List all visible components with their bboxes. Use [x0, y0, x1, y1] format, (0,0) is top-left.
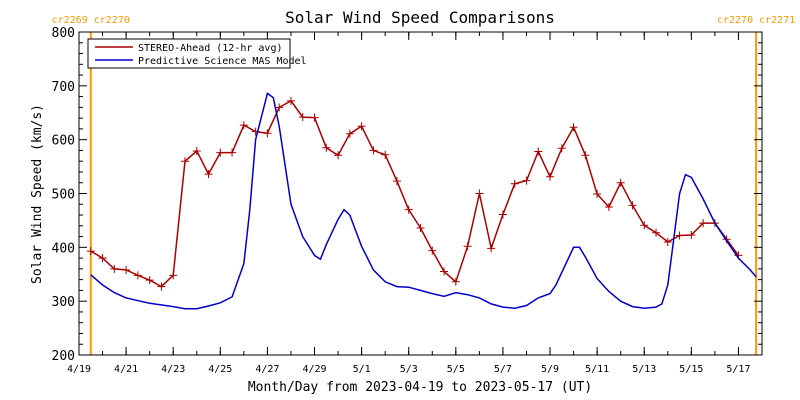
carrington-marker-label: cr2269 cr2270: [52, 15, 130, 26]
y-tick-label: 500: [52, 188, 75, 203]
data-point-stereo: [404, 205, 413, 214]
data-point-stereo: [534, 147, 543, 156]
x-tick-label: 4/21: [114, 364, 138, 375]
data-point-stereo: [392, 177, 401, 186]
data-point-stereo: [369, 146, 378, 155]
data-point-stereo: [192, 146, 201, 155]
data-point-stereo: [475, 189, 484, 198]
data-point-stereo: [546, 172, 555, 181]
data-point-stereo: [451, 277, 460, 286]
data-point-stereo: [463, 242, 472, 251]
data-point-stereo: [522, 176, 531, 185]
data-point-stereo: [381, 150, 390, 159]
legend-label-stereo: STEREO-Ahead (12-hr avg): [138, 43, 283, 54]
data-point-stereo: [286, 96, 295, 105]
x-tick-label: 4/23: [161, 364, 185, 375]
data-point-stereo: [557, 144, 566, 153]
y-axis-label: Solar Wind Speed (km/s): [30, 104, 45, 284]
series-line-mas: [90, 92, 757, 310]
data-point-stereo: [428, 246, 437, 255]
data-point-stereo: [133, 271, 142, 280]
legend-box: [87, 38, 291, 69]
x-tick-label: 4/29: [302, 364, 326, 375]
data-point-stereo: [204, 170, 213, 179]
data-point-stereo: [616, 178, 625, 187]
data-point-stereo: [98, 254, 107, 263]
data-point-stereo: [440, 267, 449, 276]
data-point-stereo: [180, 157, 189, 166]
data-point-stereo: [275, 103, 284, 112]
data-point-stereo: [699, 219, 708, 228]
data-point-stereo: [345, 129, 354, 138]
data-point-stereo: [122, 265, 131, 274]
legend: STEREO-Ahead (12-hr avg) Predictive Scie…: [87, 38, 307, 69]
x-tick-label: 5/11: [585, 364, 609, 375]
data-point-stereo: [157, 282, 166, 291]
data-point-stereo: [334, 151, 343, 160]
data-point-stereo: [228, 148, 237, 157]
data-point-stereo: [298, 113, 307, 122]
x-tick-label: 5/13: [632, 364, 656, 375]
y-tick-label: 800: [52, 26, 75, 41]
data-point-stereo: [110, 264, 119, 273]
x-tick-label: 5/15: [679, 364, 703, 375]
data-point-stereo: [581, 151, 590, 160]
y-tick-label: 600: [52, 134, 75, 149]
data-point-stereo: [322, 143, 331, 152]
x-axis-label: Month/Day from 2023-04-19 to 2023-05-17 …: [248, 380, 592, 395]
data-point-stereo: [498, 210, 507, 219]
data-point-stereo: [569, 123, 578, 132]
x-tick-label: 5/3: [400, 364, 418, 375]
data-point-stereo: [628, 201, 637, 210]
series-line-stereo: [90, 99, 740, 288]
y-tick-label: 700: [52, 80, 75, 95]
legend-label-mas: Predictive Science MAS Model: [138, 56, 307, 67]
chart-title: Solar Wind Speed Comparisons: [285, 8, 555, 27]
x-tick-label: 5/5: [447, 364, 465, 375]
x-tick-label: 4/19: [67, 364, 91, 375]
data-point-stereo: [357, 122, 366, 131]
data-point-stereo: [169, 271, 178, 280]
data-point-stereo: [416, 223, 425, 232]
x-tick-label: 4/27: [255, 364, 279, 375]
x-tick-label: 5/1: [353, 364, 371, 375]
y-tick-label: 300: [52, 295, 75, 310]
data-point-stereo: [310, 113, 319, 122]
data-point-stereo: [675, 231, 684, 240]
data-point-stereo: [487, 244, 496, 253]
data-point-stereo: [593, 190, 602, 199]
data-point-stereo: [663, 237, 672, 246]
x-tick-label: 4/25: [208, 364, 232, 375]
data-point-stereo: [604, 202, 613, 211]
data-point-stereo: [145, 276, 154, 285]
y-tick-label: 400: [52, 241, 75, 256]
carrington-marker-label: cr2270 cr2271: [717, 15, 795, 26]
x-tick-label: 5/17: [726, 364, 750, 375]
data-point-stereo: [239, 121, 248, 130]
x-tick-label: 5/7: [494, 364, 512, 375]
y-tick-label: 200: [52, 349, 75, 364]
data-point-stereo: [640, 221, 649, 230]
data-point-stereo: [687, 230, 696, 239]
data-point-stereo: [216, 148, 225, 157]
data-point-stereo: [510, 179, 519, 188]
data-point-stereo: [86, 247, 95, 256]
data-point-stereo: [652, 228, 661, 237]
data-point-stereo: [263, 129, 272, 138]
x-tick-label: 5/9: [541, 364, 559, 375]
